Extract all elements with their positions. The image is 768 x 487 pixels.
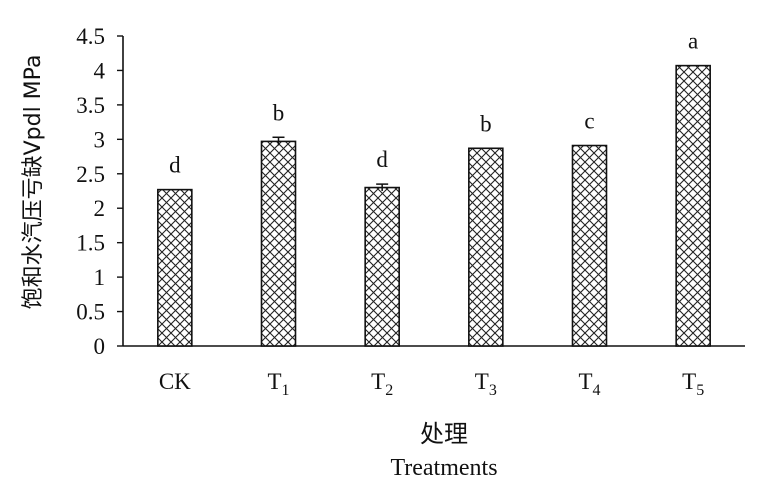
bar	[571, 144, 608, 347]
x-tick-label: T2	[371, 369, 393, 399]
y-axis: 0 0.5 1 1.5 2 2.5 3 3.5 4 4.5	[76, 24, 124, 359]
x-axis-title-cn: 处理	[420, 420, 468, 448]
x-tick-label: CK	[159, 369, 191, 394]
y-tick-label: 4	[94, 58, 106, 83]
x-tick-label: T1	[267, 369, 289, 399]
y-tick-label: 1	[94, 265, 106, 290]
x-tick-label: T5	[682, 369, 704, 399]
y-tick-label: 4.5	[76, 24, 105, 49]
error-bars-group	[272, 136, 389, 191]
y-tick-label: 1.5	[76, 231, 105, 256]
y-tick-label: 2	[94, 196, 106, 221]
significance-label: d	[169, 153, 181, 178]
significance-label: b	[480, 111, 492, 136]
y-axis-title: 饱和水汽压亏缺Vpdl MPa	[21, 55, 46, 310]
x-tick-label: T4	[578, 369, 600, 399]
y-tick-label: 3.5	[76, 93, 105, 118]
bars-group	[157, 64, 711, 347]
y-tick-label: 0.5	[76, 300, 105, 325]
bar	[364, 186, 400, 347]
significance-label: c	[584, 109, 594, 134]
significance-label: d	[376, 147, 388, 172]
y-tick-label: 0	[94, 334, 106, 359]
x-axis-title-en: Treatments	[390, 455, 497, 481]
bar	[260, 140, 297, 347]
y-tick-label: 3	[94, 127, 106, 152]
significance-labels-group: d b d b c a	[169, 29, 698, 178]
bar	[468, 147, 504, 347]
significance-label: a	[688, 29, 698, 54]
x-tick-labels-group: CK T1 T2 T3 T4 T5	[159, 369, 704, 399]
bar	[675, 64, 711, 347]
bar	[157, 188, 193, 347]
x-tick-label: T3	[475, 369, 497, 399]
significance-label: b	[273, 100, 285, 125]
y-tick-label: 2.5	[76, 162, 105, 187]
